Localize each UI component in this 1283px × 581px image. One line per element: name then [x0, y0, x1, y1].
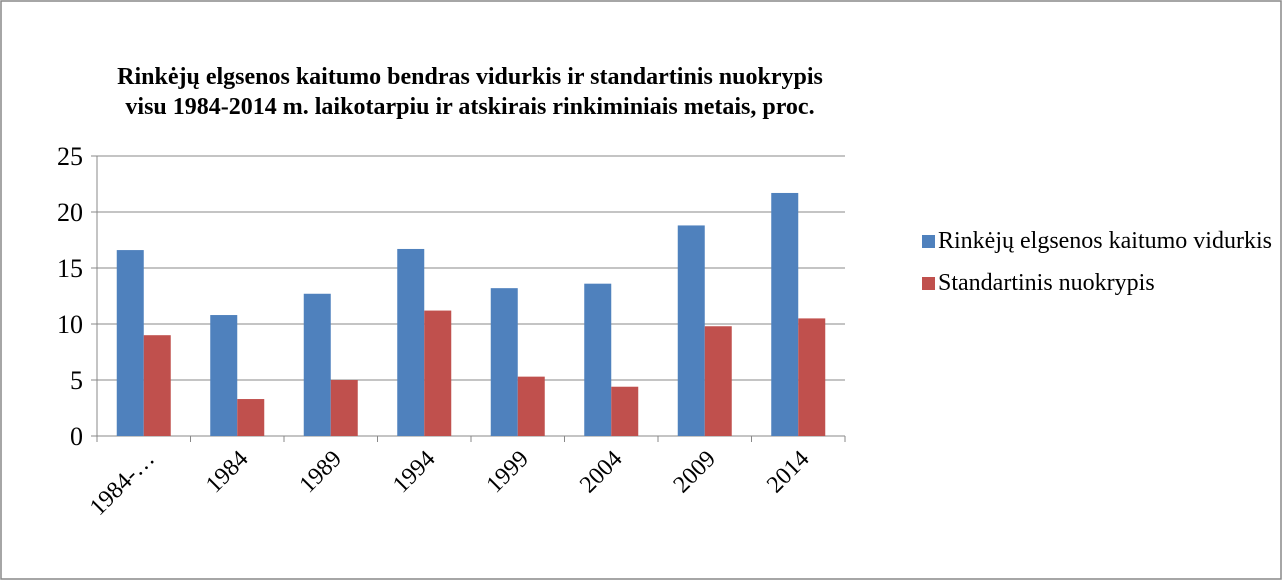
bar — [611, 386, 639, 436]
y-tick-label: 5 — [70, 366, 83, 395]
bar — [424, 310, 452, 436]
y-tick-label: 15 — [57, 254, 83, 283]
bar — [771, 192, 799, 436]
legend-swatch — [922, 277, 935, 290]
y-tick-label: 0 — [70, 422, 83, 451]
legend-label: Rinkėjų elgsenos kaitumo vidurkis — [938, 228, 1272, 254]
legend-item: Standartinis nuokrypis — [922, 268, 1272, 298]
bar — [116, 250, 144, 436]
bar — [490, 288, 518, 436]
y-tick-label: 10 — [57, 310, 83, 339]
y-tick-label: 20 — [57, 198, 83, 227]
legend-swatch — [922, 235, 935, 248]
bar — [397, 248, 425, 436]
bar — [584, 283, 612, 436]
bar — [303, 293, 331, 436]
y-tick-label: 25 — [57, 142, 83, 171]
chart-title: visu 1984-2014 m. laikotarpiu ir atskira… — [125, 94, 814, 120]
bar — [330, 380, 358, 436]
bar — [798, 318, 826, 436]
legend-label: Standartinis nuokrypis — [938, 270, 1155, 296]
bar — [517, 376, 545, 436]
legend: Rinkėjų elgsenos kaitumo vidurkis Standar… — [922, 226, 1272, 310]
bar — [210, 315, 238, 436]
bar — [704, 326, 732, 436]
bar — [677, 225, 705, 436]
bar — [143, 335, 171, 436]
bar — [237, 399, 265, 436]
legend-item: Rinkėjų elgsenos kaitumo vidurkis — [922, 226, 1272, 256]
chart-title: Rinkėjų elgsenos kaitumo bendras vidurki… — [117, 64, 823, 90]
